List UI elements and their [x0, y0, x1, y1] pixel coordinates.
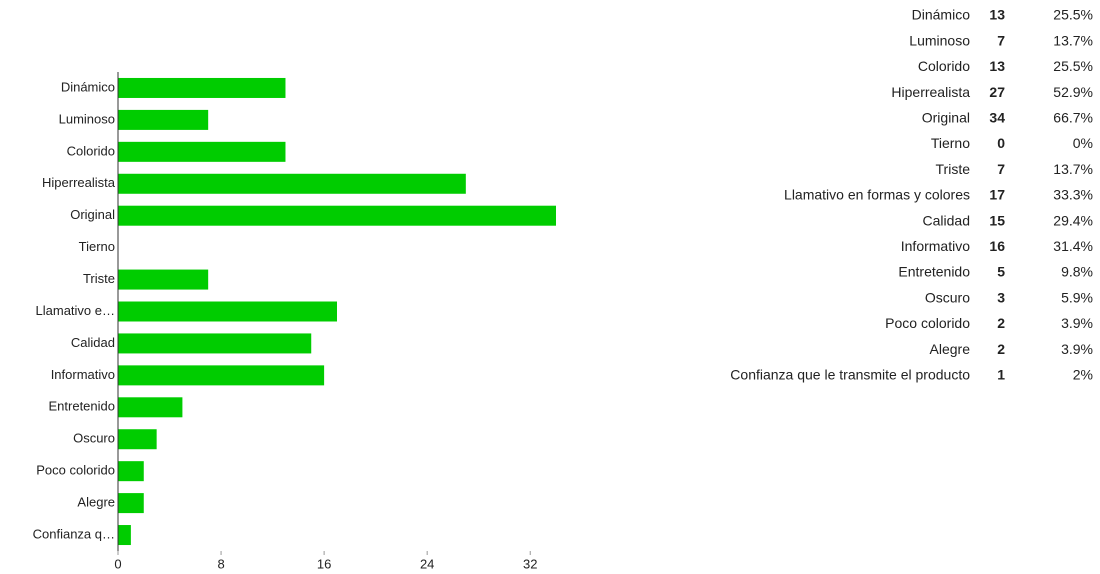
bar	[118, 365, 325, 386]
row-percent: 33.3%	[1053, 187, 1093, 203]
row-label: Colorido	[918, 58, 970, 74]
row-percent: 31.4%	[1053, 238, 1093, 254]
x-tick-label: 0	[114, 556, 121, 571]
bar	[118, 301, 337, 322]
row-count: 27	[989, 84, 1005, 100]
row-percent: 5.9%	[1061, 289, 1093, 305]
y-tick-label: Original	[70, 207, 115, 222]
row-percent: 9.8%	[1061, 264, 1093, 280]
row-percent: 66.7%	[1053, 110, 1093, 126]
row-percent: 29.4%	[1053, 212, 1093, 228]
y-tick-label: Luminoso	[59, 111, 115, 126]
row-percent: 3.9%	[1061, 341, 1093, 357]
x-tick-label: 16	[317, 556, 331, 571]
bar	[118, 141, 286, 162]
row-count: 1	[997, 367, 1005, 383]
row-label: Triste	[936, 161, 971, 177]
y-tick-label: Informativo	[51, 367, 115, 382]
bar	[118, 397, 183, 418]
y-tick-label: Oscuro	[73, 431, 115, 446]
row-label: Dinámico	[912, 7, 971, 23]
row-count: 7	[997, 161, 1005, 177]
bar	[118, 493, 144, 514]
y-tick-label: Entretenido	[49, 399, 116, 414]
row-percent: 3.9%	[1061, 315, 1093, 331]
row-percent: 13.7%	[1053, 161, 1093, 177]
bar	[118, 461, 144, 482]
row-percent: 52.9%	[1053, 84, 1093, 100]
row-count: 17	[989, 187, 1005, 203]
row-percent: 13.7%	[1053, 32, 1093, 48]
row-percent: 25.5%	[1053, 7, 1093, 23]
row-count: 7	[997, 32, 1005, 48]
row-count: 15	[989, 212, 1005, 228]
y-tick-label: Triste	[83, 271, 115, 286]
bar	[118, 429, 157, 450]
x-tick-label: 8	[217, 556, 224, 571]
row-label: Hiperrealista	[891, 84, 970, 100]
bar	[118, 109, 209, 130]
bar	[118, 173, 466, 194]
bar	[118, 77, 286, 98]
row-label: Original	[922, 110, 970, 126]
row-label: Calidad	[923, 212, 970, 228]
row-label: Llamativo en formas y colores	[784, 187, 970, 203]
x-tick-label: 24	[420, 556, 434, 571]
row-count: 13	[989, 58, 1005, 74]
bar	[118, 333, 312, 354]
row-percent: 25.5%	[1053, 58, 1093, 74]
row-percent: 0%	[1073, 135, 1093, 151]
row-count: 16	[989, 238, 1005, 254]
y-tick-label: Alegre	[77, 495, 115, 510]
row-label: Poco colorido	[885, 315, 970, 331]
y-tick-label: Hiperrealista	[42, 175, 116, 190]
bar	[118, 205, 556, 226]
row-label: Informativo	[901, 238, 970, 254]
y-tick-label: Confianza q…	[33, 526, 115, 541]
y-tick-label: Poco colorido	[36, 463, 115, 478]
row-count: 34	[989, 110, 1005, 126]
bar	[118, 269, 209, 290]
y-tick-label: Dinámico	[61, 79, 115, 94]
row-label: Luminoso	[909, 32, 970, 48]
row-count: 3	[997, 289, 1005, 305]
y-tick-label: Colorido	[67, 143, 115, 158]
x-tick-label: 32	[523, 556, 537, 571]
row-label: Confianza que le transmite el producto	[730, 367, 970, 383]
y-tick-label: Tierno	[79, 239, 115, 254]
y-tick-label: Calidad	[71, 335, 115, 350]
row-count: 2	[997, 341, 1005, 357]
row-percent: 2%	[1073, 367, 1093, 383]
row-count: 2	[997, 315, 1005, 331]
bar	[118, 525, 131, 546]
y-tick-label: Llamativo e…	[36, 303, 115, 318]
row-label: Tierno	[931, 135, 970, 151]
row-count: 0	[997, 135, 1005, 151]
row-count: 13	[989, 7, 1005, 23]
row-count: 5	[997, 264, 1005, 280]
row-label: Oscuro	[925, 289, 970, 305]
row-label: Entretenido	[898, 264, 970, 280]
row-label: Alegre	[930, 341, 971, 357]
